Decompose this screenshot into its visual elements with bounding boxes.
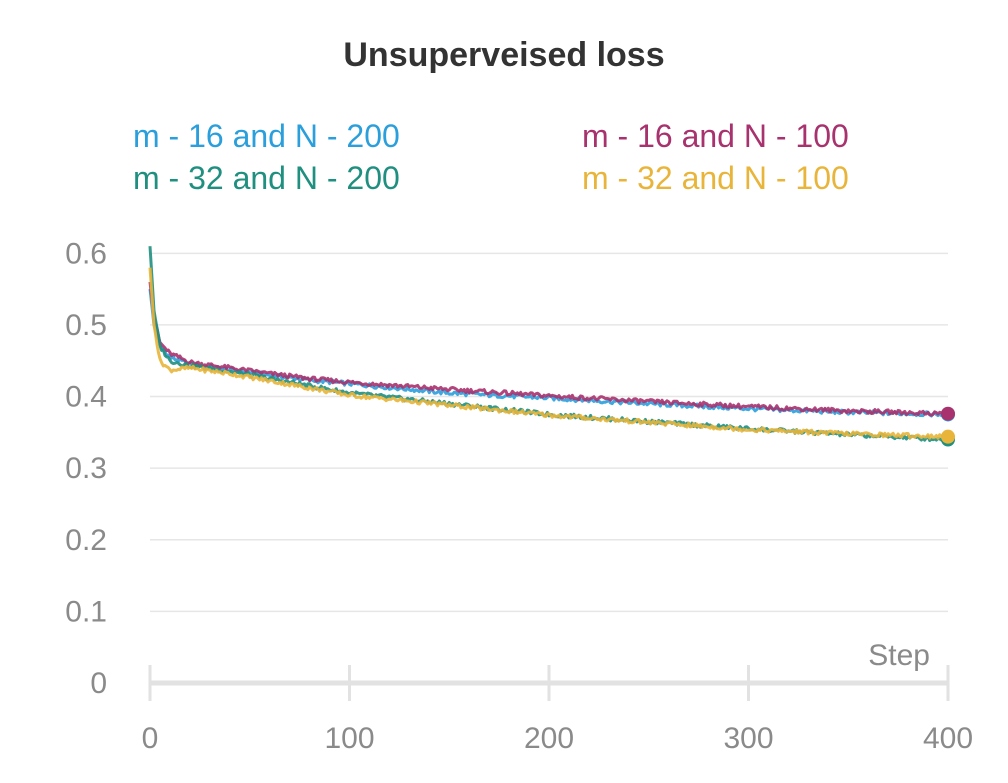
legend-item-m32-n200: m - 32 and N - 200 (133, 160, 400, 196)
x-tick-label: 100 (324, 722, 374, 755)
y-tick-label: 0.5 (65, 309, 107, 342)
legend-item-m32-n100: m - 32 and N - 100 (582, 160, 849, 196)
legend-item-m16-n100: m - 16 and N - 100 (582, 118, 849, 154)
x-axis-label: Step (868, 639, 930, 672)
series-line-4 (148, 267, 949, 440)
x-tick-label: 200 (524, 722, 574, 755)
x-tick-label: 300 (723, 722, 773, 755)
series-end-marker-4 (941, 429, 955, 444)
series-end-marker-2 (941, 406, 955, 421)
y-tick-label: 0.2 (65, 524, 107, 557)
series-line-2 (148, 281, 949, 417)
chart-title: Unsuperveised loss (343, 36, 665, 74)
legend-item-m16-n200: m - 16 and N - 200 (133, 118, 400, 154)
y-tick-label: 0.1 (65, 595, 107, 628)
y-tick-label: 0 (90, 667, 107, 700)
y-tick-label: 0.6 (65, 237, 107, 270)
y-tick-label: 0.4 (65, 381, 107, 414)
x-tick-label: 0 (142, 722, 159, 755)
y-tick-label: 0.3 (65, 452, 107, 485)
x-tick-label: 400 (923, 722, 973, 755)
